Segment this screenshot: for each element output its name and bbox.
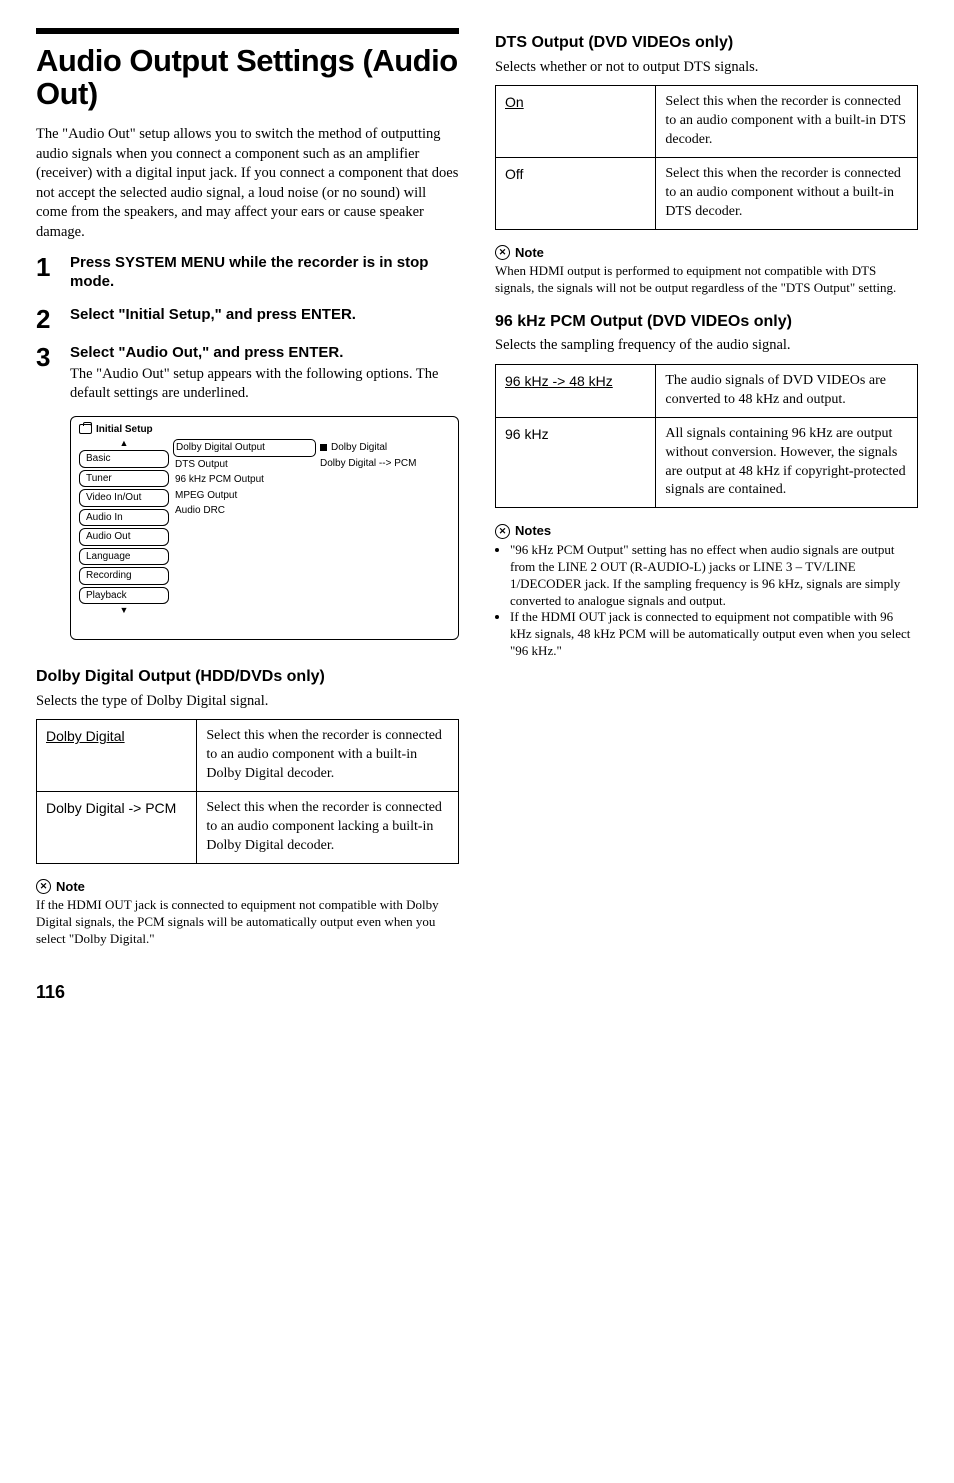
osd-tab: Recording [79,567,169,585]
dolby-heading: Dolby Digital Output (HDD/DVDs only) [36,666,459,688]
osd-title: Initial Setup [96,423,153,437]
dolby-table: Dolby Digital Select this when the recor… [36,719,459,863]
osd-value-label: Dolby Digital [331,441,387,455]
note-icon: ✕ [495,245,510,260]
step-3: 3 Select "Audio Out," and press ENTER. T… [36,344,459,404]
table-row: On Select this when the recorder is conn… [496,86,918,158]
page-columns: Audio Output Settings (Audio Out) The "A… [36,28,918,962]
table-row: 96 kHz All signals containing 96 kHz are… [496,417,918,508]
dts-heading: DTS Output (DVD VIDEOs only) [495,32,918,54]
left-column: Audio Output Settings (Audio Out) The "A… [36,28,459,962]
dts-table: On Select this when the recorder is conn… [495,85,918,229]
osd-tab: Playback [79,587,169,605]
dolby-row1-key: Dolby Digital [37,720,197,792]
osd-tab: Tuner [79,470,169,488]
osd-tab: Basic [79,450,169,468]
step-3-body: The "Audio Out" setup appears with the f… [70,365,459,404]
dts-sub: Selects whether or not to output DTS sig… [495,58,918,78]
osd-option: Audio DRC [173,503,316,519]
dolby-row1-key-label: Dolby Digital [46,728,125,744]
scroll-down-icon: ▼ [79,606,169,615]
osd-values: Dolby Digital Dolby Digital --> PCM [320,439,450,617]
step-number: 2 [36,306,58,332]
osd-tab: Audio Out [79,528,169,546]
pcm-row2-val: All signals containing 96 kHz are output… [656,417,918,508]
table-row: Dolby Digital -> PCM Select this when th… [37,792,459,864]
dolby-row1-val: Select this when the recorder is connect… [197,720,459,792]
step-2-heading: Select "Initial Setup," and press ENTER. [70,306,356,325]
table-row: 96 kHz -> 48 kHz The audio signals of DV… [496,364,918,417]
pcm-table: 96 kHz -> 48 kHz The audio signals of DV… [495,364,918,508]
note-icon: ✕ [495,524,510,539]
dts-row1-key-label: On [505,94,524,110]
note-body: If the HDMI OUT jack is connected to equ… [36,897,459,948]
pcm-row1-key-label: 96 kHz -> 48 kHz [505,373,613,389]
right-column: DTS Output (DVD VIDEOs only) Selects whe… [495,28,918,962]
list-item: If the HDMI OUT jack is connected to equ… [510,609,918,660]
osd-titlebar: Initial Setup [79,423,450,437]
pcm-row2-key: 96 kHz [496,417,656,508]
step-1: 1 Press SYSTEM MENU while the recorder i… [36,254,459,294]
marker-icon [320,444,327,451]
scroll-up-icon: ▲ [79,439,169,448]
note-heading: ✕ Note [36,878,459,896]
page-number: 116 [36,980,918,1004]
osd-option: DTS Output [173,457,316,473]
title-rule [36,28,459,34]
note-icon: ✕ [36,879,51,894]
pcm-row1-val: The audio signals of DVD VIDEOs are conv… [656,364,918,417]
step-2: 2 Select "Initial Setup," and press ENTE… [36,306,459,332]
osd-value: Dolby Digital [320,440,450,456]
step-number: 1 [36,254,58,294]
step-number: 3 [36,344,58,404]
notes-heading: ✕ Notes [495,522,918,540]
intro-paragraph: The "Audio Out" setup allows you to swit… [36,125,459,242]
pcm-row1-key: 96 kHz -> 48 kHz [496,364,656,417]
osd-tab: Video In/Out [79,489,169,507]
step-1-heading: Press SYSTEM MENU while the recorder is … [70,254,459,292]
notes-heading-label: Notes [515,522,551,540]
pcm-sub: Selects the sampling frequency of the au… [495,336,918,356]
osd-option: 96 kHz PCM Output [173,472,316,488]
table-row: Off Select this when the recorder is con… [496,157,918,229]
osd-options: Dolby Digital Output DTS Output 96 kHz P… [173,439,316,617]
list-item: "96 kHz PCM Output" setting has no effec… [510,542,918,610]
dts-row2-val: Select this when the recorder is connect… [656,157,918,229]
osd-value-label: Dolby Digital --> PCM [320,457,416,471]
osd-option: MPEG Output [173,488,316,504]
note-heading-label: Note [56,878,85,896]
osd-option-selected: Dolby Digital Output [173,439,316,457]
table-row: Dolby Digital Select this when the recor… [37,720,459,792]
dolby-row2-val: Select this when the recorder is connect… [197,792,459,864]
dolby-sub: Selects the type of Dolby Digital signal… [36,692,459,712]
steps-list: 1 Press SYSTEM MENU while the recorder i… [36,254,459,403]
notes-list: "96 kHz PCM Output" setting has no effec… [495,542,918,660]
step-3-heading: Select "Audio Out," and press ENTER. [70,344,459,363]
dts-row1-val: Select this when the recorder is connect… [656,86,918,158]
dts-note-body: When HDMI output is performed to equipme… [495,263,918,297]
osd-tab: Language [79,548,169,566]
toolbox-icon [79,424,92,434]
dolby-row2-key: Dolby Digital -> PCM [37,792,197,864]
dts-row2-key: Off [496,157,656,229]
note-heading: ✕ Note [495,244,918,262]
osd-tabs: ▲ Basic Tuner Video In/Out Audio In Audi… [79,439,169,617]
page-title: Audio Output Settings (Audio Out) [36,44,459,111]
dts-row1-key: On [496,86,656,158]
osd-value: Dolby Digital --> PCM [320,456,450,472]
osd-screenshot: Initial Setup ▲ Basic Tuner Video In/Out… [70,416,459,641]
osd-tab: Audio In [79,509,169,527]
pcm-heading: 96 kHz PCM Output (DVD VIDEOs only) [495,311,918,333]
note-heading-label: Note [515,244,544,262]
